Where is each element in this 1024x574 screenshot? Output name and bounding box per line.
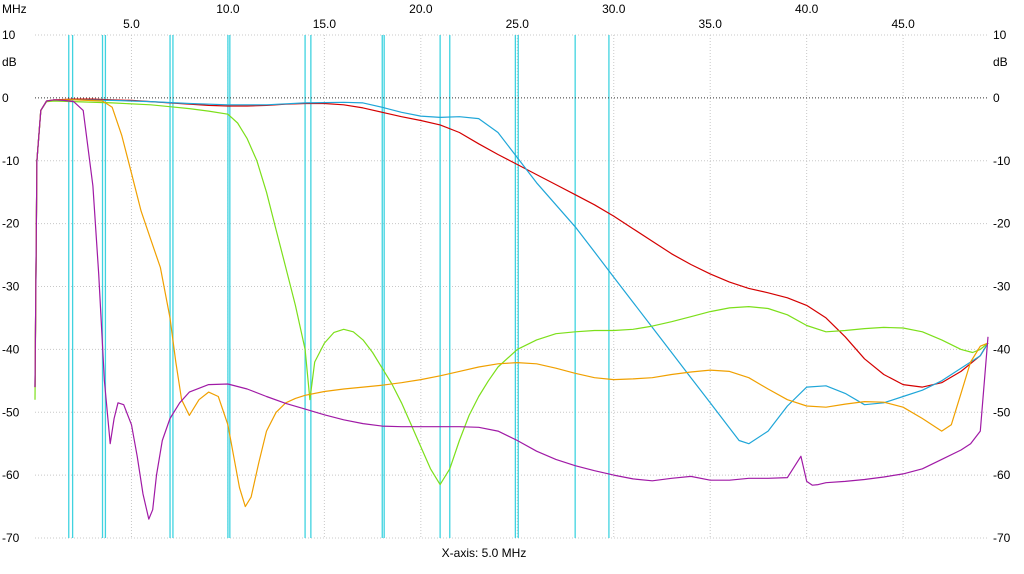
y-tick-label-right: -10 bbox=[993, 154, 1011, 168]
marker-lines bbox=[68, 35, 610, 538]
y-unit-label-right: dB bbox=[993, 55, 1008, 69]
axis-labels: 5.0 15.0 25.0 35.0 45.0 10.0 20.0 30.0 40.0 10 10 0… bbox=[2, 2, 1011, 545]
y-tick-label-right: 0 bbox=[993, 91, 1000, 105]
y-tick-label-left: -30 bbox=[2, 280, 20, 294]
y-tick-label-right: -60 bbox=[993, 468, 1011, 482]
x-tick-label-lower: 45.0 bbox=[891, 17, 915, 31]
y-tick-label-right: -20 bbox=[993, 217, 1011, 231]
x-tick-label-lower: 35.0 bbox=[699, 17, 723, 31]
y-tick-label-left: -10 bbox=[2, 154, 20, 168]
x-tick-label-lower: 25.0 bbox=[506, 17, 530, 31]
y-tick-label-right: -40 bbox=[993, 342, 1011, 356]
series-line-5 bbox=[34, 99, 989, 520]
y-tick-label-left: 10 bbox=[2, 28, 16, 42]
y-tick-label-left: -50 bbox=[2, 405, 20, 419]
y-unit-label-left: dB bbox=[2, 55, 17, 69]
y-tick-label-right: -50 bbox=[993, 405, 1011, 419]
series-line-2 bbox=[34, 99, 989, 445]
x-unit-label: MHz bbox=[2, 2, 27, 16]
y-tick-label-left: -20 bbox=[2, 217, 20, 231]
y-tick-label-left: 0 bbox=[2, 91, 9, 105]
x-axis-title: X-axis: 5.0 MHz bbox=[442, 546, 527, 560]
series-lines bbox=[34, 98, 989, 520]
series-line-3 bbox=[34, 100, 989, 486]
x-tick-label-lower: 5.0 bbox=[123, 17, 140, 31]
x-tick-label-lower: 15.0 bbox=[313, 17, 337, 31]
x-tick-label-upper: 20.0 bbox=[409, 2, 433, 16]
y-tick-label-left: -40 bbox=[2, 342, 20, 356]
y-tick-label-left: -70 bbox=[2, 531, 20, 545]
x-tick-label-upper: 30.0 bbox=[602, 2, 626, 16]
y-tick-label-right: -70 bbox=[993, 531, 1011, 545]
x-tick-label-upper: 40.0 bbox=[795, 2, 819, 16]
x-tick-label-upper: 10.0 bbox=[216, 2, 240, 16]
y-tick-label-left: -60 bbox=[2, 468, 20, 482]
y-tick-label-right: -30 bbox=[993, 280, 1011, 294]
series-line-4 bbox=[34, 99, 989, 508]
y-tick-label-right: 10 bbox=[993, 28, 1007, 42]
